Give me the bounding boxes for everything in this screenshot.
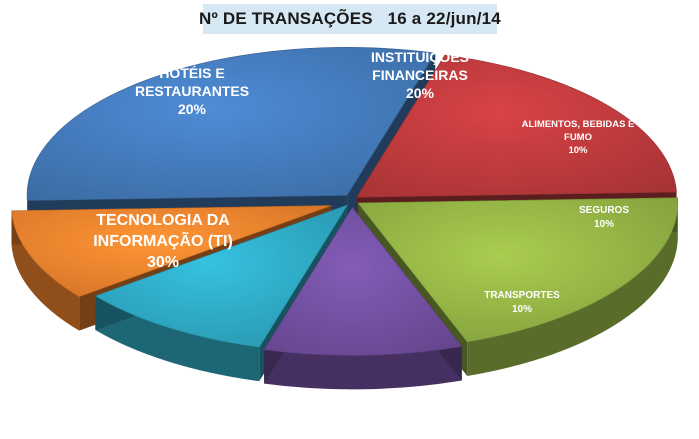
slice-label: TRANSPORTES 10% [484, 290, 560, 315]
slice-percent-label: 20% [406, 85, 435, 101]
slice-category-label: RESTAURANTES [135, 83, 249, 99]
pie-slice [356, 54, 677, 198]
pie-slice [357, 197, 679, 343]
pie-slice-side [467, 202, 678, 376]
slice-percent-label: 30% [147, 254, 179, 271]
slice-label: SEGUROS 10% [579, 205, 629, 230]
chart-title-box: Nº DE TRANSAÇÕES 16 a 22/jun/14 [199, 4, 501, 34]
slice-category-label: TECNOLOGIA DA [96, 212, 230, 229]
slice-percent-label: 10% [568, 145, 588, 156]
pie-slice-side [11, 210, 80, 331]
pie-slice [94, 204, 349, 348]
pie-slice [11, 205, 332, 298]
slice-percent-label: 20% [178, 101, 207, 117]
slice-label: ALIMENTOS, BEBIDAS E FUMO 10% [522, 119, 635, 156]
slice-category-label: SEGUROS [579, 205, 629, 216]
slice-category-label: ALIMENTOS, BEBIDAS E [522, 119, 635, 130]
slice-category-label: FINANCEIRAS [372, 67, 468, 83]
slice-category-label: TRANSPORTES [484, 290, 560, 301]
pie-top-faces [11, 47, 679, 356]
slice-label: INSTITUIÇÕES FINANCEIRAS 20% [371, 48, 469, 101]
slice-percent-label: 10% [512, 304, 532, 315]
slice-category-label: INFORMAÇÃO (TI) [93, 230, 233, 250]
slice-category-label: HOTÉIS E [159, 65, 224, 81]
pie-slice [263, 206, 463, 356]
pie-slice-side [95, 296, 260, 382]
slice-category-label: FUMO [564, 132, 592, 143]
slice-label: HOTÉIS E RESTAURANTES 20% [135, 65, 249, 117]
chart-title: Nº DE TRANSAÇÕES 16 a 22/jun/14 [199, 9, 501, 28]
pie-slice-side [264, 346, 462, 390]
slice-category-label: INSTITUIÇÕES [371, 48, 469, 65]
pie-slice [26, 47, 436, 201]
slice-percent-label: 10% [594, 219, 614, 230]
pie-labels: TECNOLOGIA DA INFORMAÇÃO (TI) 30% HOTÉIS E R… [93, 48, 634, 315]
slice-label: TECNOLOGIA DA INFORMAÇÃO (TI) 30% [93, 212, 233, 271]
